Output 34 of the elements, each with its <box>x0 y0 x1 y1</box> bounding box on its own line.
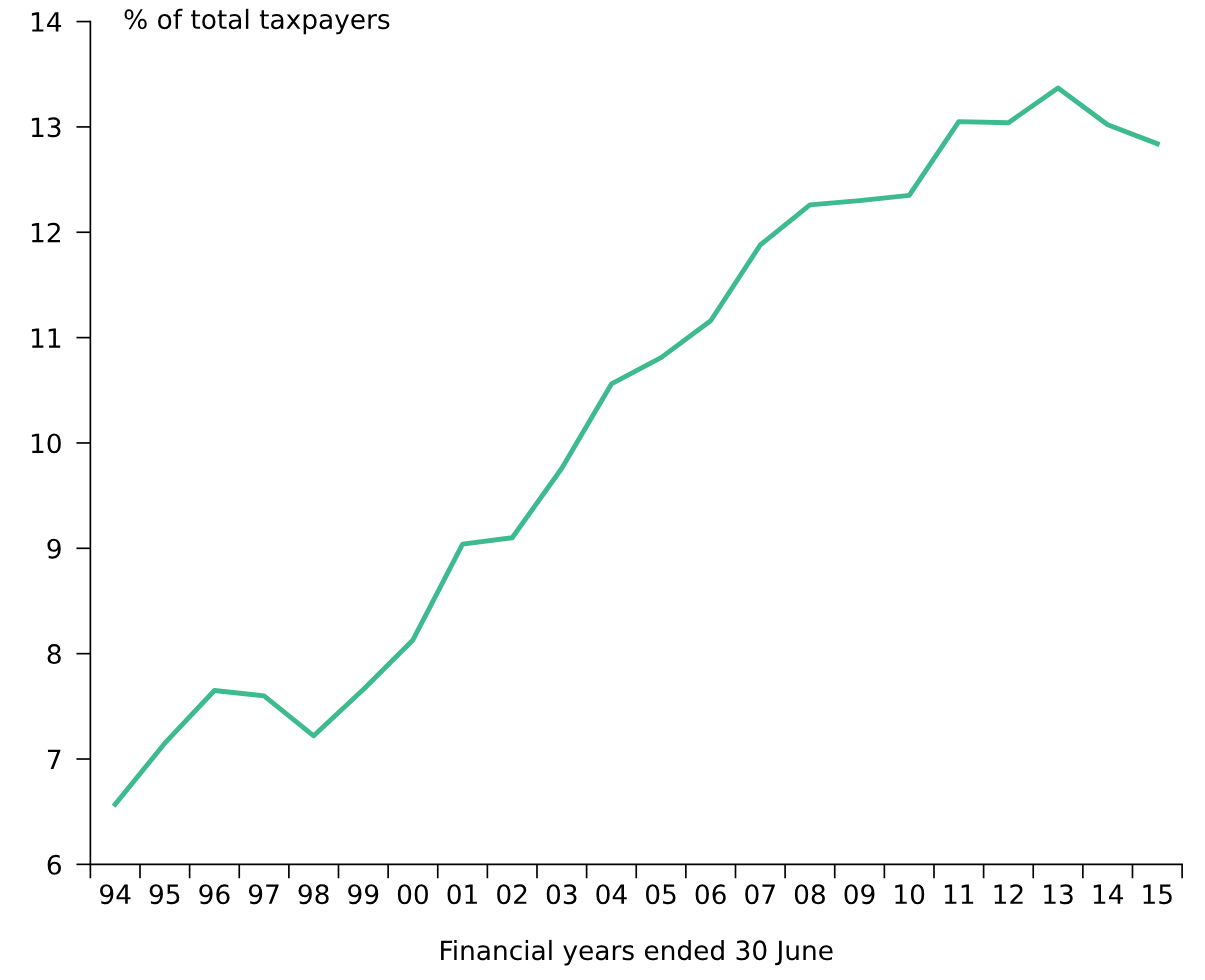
x-tick-label: 02 <box>497 884 527 905</box>
x-tick-label: 15 <box>1143 884 1172 905</box>
y-axis-title: % of total taxpayers <box>124 8 390 35</box>
y-tick-label: 6 <box>47 854 61 875</box>
y-tick-label: 7 <box>47 749 61 770</box>
x-tick-label: 09 <box>844 884 875 905</box>
x-tick-label: 12 <box>994 884 1023 904</box>
x-tick-label: 03 <box>546 884 577 905</box>
y-tick-label: 14 <box>31 12 62 32</box>
x-tick-label: 07 <box>745 884 775 905</box>
x-tick-label: 95 <box>149 884 180 905</box>
x-tick-label: 99 <box>348 884 379 905</box>
x-tick-label: 96 <box>199 884 230 905</box>
line-series <box>112 85 1160 807</box>
y-tick-label: 8 <box>47 644 61 665</box>
x-tick-label: 10 <box>895 884 925 905</box>
x-tick-label: 13 <box>1044 884 1073 905</box>
x-tick-label: 00 <box>397 884 428 905</box>
x-tick-label: 94 <box>100 884 131 905</box>
y-tick-label: 9 <box>47 538 61 559</box>
x-tick-label: 06 <box>695 884 726 905</box>
x-tick-label: 08 <box>794 884 825 905</box>
x-tick-label: 11 <box>944 884 974 904</box>
x-tick-label: 98 <box>298 884 329 905</box>
x-tick-label: 01 <box>447 884 477 905</box>
y-tick-label: 11 <box>31 328 61 348</box>
x-tick-label: 04 <box>596 884 627 905</box>
y-tick-label: 12 <box>31 222 60 243</box>
y-tick-label: 13 <box>31 117 61 138</box>
y-tick-label: 10 <box>31 433 61 454</box>
x-tick-label: 97 <box>248 884 279 905</box>
x-axis-title: Financial years ended 30 June <box>441 939 833 966</box>
x-tick-label: 14 <box>1093 884 1123 904</box>
x-tick-label: 05 <box>646 884 676 905</box>
